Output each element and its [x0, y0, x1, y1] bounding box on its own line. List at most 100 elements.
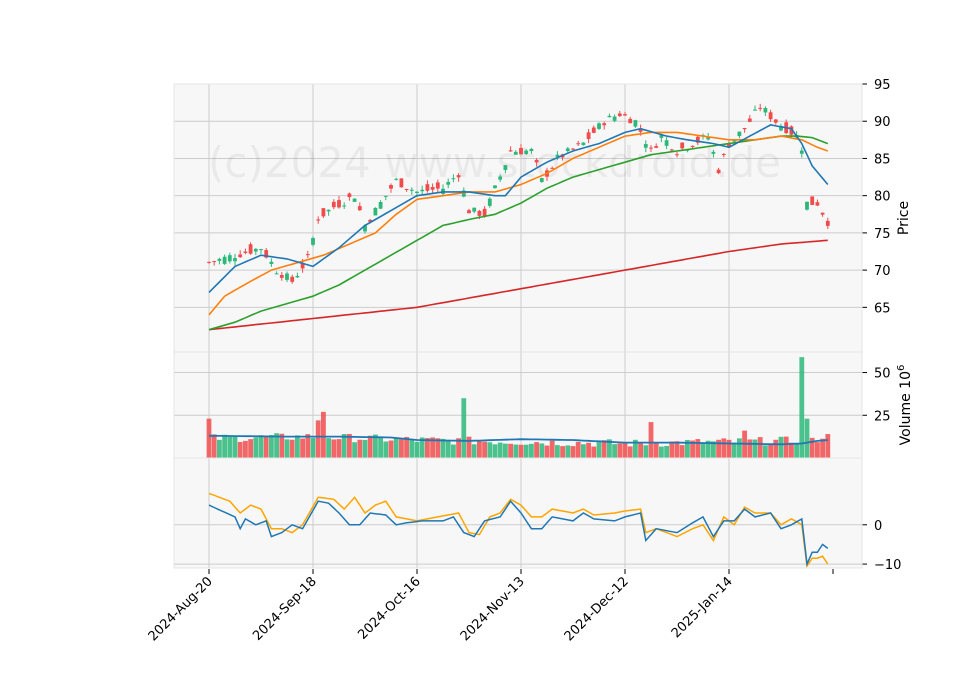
- volume-bar: [825, 434, 831, 458]
- candle-body: [259, 249, 263, 251]
- volume-bar: [248, 439, 253, 458]
- candle-body: [435, 182, 440, 189]
- candle-body: [482, 208, 487, 217]
- volume-bar: [799, 357, 805, 458]
- volume-bar: [518, 444, 524, 458]
- volume-bar: [263, 436, 269, 458]
- candle-body: [498, 176, 503, 180]
- volume-bar: [789, 442, 794, 458]
- candle-body: [352, 198, 357, 202]
- candle-body: [415, 191, 419, 193]
- candle-body: [513, 151, 518, 155]
- candle-body: [638, 128, 643, 132]
- volume-bar: [482, 441, 487, 458]
- volume-bar: [659, 446, 664, 458]
- volume-bar: [581, 444, 586, 458]
- candle-body: [295, 275, 300, 278]
- volume-bar: [310, 437, 316, 458]
- candle-body: [399, 178, 404, 188]
- candle-body: [768, 112, 773, 120]
- volume-bar: [222, 434, 227, 458]
- x-tick-label: 2024-Dec-12: [562, 574, 632, 644]
- volume-bar: [669, 441, 675, 458]
- candle-body: [591, 127, 596, 133]
- ma100-line: [208, 135, 829, 331]
- candle-body: [409, 189, 414, 191]
- volume-bar: [456, 438, 461, 458]
- candle-body: [274, 273, 279, 275]
- volume-bar: [601, 440, 607, 458]
- price-panel-bg: [174, 84, 862, 352]
- volume-bar: [477, 441, 482, 458]
- volume-bar: [508, 443, 513, 458]
- volume-bar: [747, 439, 753, 458]
- candle-body: [420, 189, 425, 192]
- volume-bar: [752, 439, 758, 458]
- candle-body: [820, 212, 825, 215]
- volume-bar: [461, 398, 467, 458]
- candle-body: [550, 167, 555, 169]
- volume-bar: [388, 440, 394, 458]
- volume-bar: [664, 445, 669, 458]
- volume-bar: [794, 444, 799, 458]
- volume-bar: [445, 439, 451, 458]
- candle-body: [612, 116, 617, 121]
- candle-body: [654, 146, 659, 148]
- volume-tick-label: 50: [874, 367, 891, 382]
- candle-body: [461, 190, 466, 197]
- candle-body: [311, 237, 315, 245]
- x-tick-label: 2025-Jan-14: [669, 574, 736, 641]
- candle-body: [425, 184, 430, 191]
- candle-body: [779, 126, 783, 131]
- volume-bar: [690, 440, 695, 458]
- candle-body: [217, 258, 222, 261]
- candle-body: [773, 119, 778, 123]
- candle-body: [503, 165, 508, 170]
- volume-bar: [336, 439, 342, 458]
- candle-body: [721, 153, 726, 155]
- oscillator-fast-line: [208, 499, 829, 567]
- candle-body: [825, 220, 830, 226]
- volume-bar: [721, 438, 727, 458]
- candle-body: [316, 219, 321, 221]
- candle-body: [799, 150, 804, 154]
- volume-bar: [763, 445, 768, 458]
- volume-bar: [575, 441, 581, 458]
- candle-body: [617, 113, 622, 117]
- price-layer: [207, 103, 830, 331]
- volume-bar: [549, 440, 555, 458]
- ma200-line: [208, 239, 828, 331]
- candle-body: [394, 178, 399, 180]
- candle-body: [342, 205, 347, 207]
- volume-bar: [409, 439, 415, 458]
- volume-bar: [300, 438, 305, 458]
- candle-body: [602, 123, 607, 126]
- candle-body: [227, 255, 232, 262]
- volume-bar: [612, 444, 617, 458]
- volume-bar: [586, 442, 591, 458]
- volume-bar: [711, 441, 716, 458]
- candle-body: [737, 131, 742, 137]
- candle-body: [659, 134, 664, 138]
- volume-bar: [321, 411, 326, 458]
- price-tick-label: 70: [874, 264, 891, 279]
- candle-body: [446, 181, 451, 185]
- volume-bar: [695, 439, 701, 458]
- volume-bar: [617, 443, 623, 458]
- volume-bar: [679, 445, 685, 458]
- candle-body: [326, 209, 331, 212]
- volume-bar: [534, 442, 539, 458]
- volume-bar: [404, 437, 409, 458]
- panel-border: [173, 457, 863, 569]
- candle-body: [669, 149, 674, 151]
- candle-body: [649, 147, 653, 149]
- candle-body: [763, 108, 768, 113]
- volume-bar: [295, 435, 300, 458]
- volume-bar: [451, 444, 456, 458]
- candle-body: [597, 123, 601, 129]
- candle-body: [207, 261, 211, 263]
- candle-body: [789, 126, 794, 135]
- volume-bar: [565, 445, 571, 458]
- volume-bar: [815, 442, 820, 458]
